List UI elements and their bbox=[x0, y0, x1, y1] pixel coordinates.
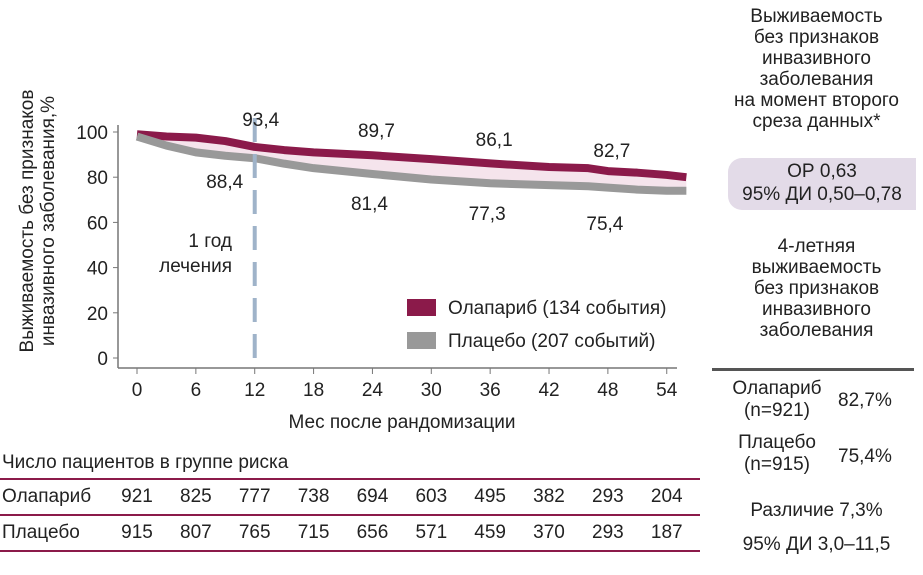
y-tick-label: 60 bbox=[87, 213, 108, 234]
risk-cell: 495 bbox=[474, 486, 506, 507]
four-year-line: без признаков bbox=[753, 278, 880, 299]
y-tick-label: 0 bbox=[97, 349, 108, 370]
summary-title-line: Выживаемость bbox=[750, 6, 883, 27]
risk-row-label: Плацебо bbox=[2, 522, 80, 543]
y-tick-label: 100 bbox=[76, 123, 108, 144]
difference: Различие 7,3% bbox=[750, 500, 883, 521]
x-tick-label: 6 bbox=[191, 380, 202, 401]
x-tick-label: 48 bbox=[597, 380, 618, 401]
placebo-value-label: 75,4 bbox=[586, 214, 623, 235]
placebo-4yr-value: 75,4% bbox=[838, 446, 892, 467]
olaparib-value-label: 93,4 bbox=[242, 110, 279, 131]
y-tick-label: 80 bbox=[87, 168, 108, 189]
olaparib-curve bbox=[136, 130, 687, 182]
risk-row-label: Олапариб bbox=[2, 486, 92, 507]
x-tick-label: 18 bbox=[303, 380, 324, 401]
y-tick-label: 20 bbox=[87, 304, 108, 325]
x-tick-label: 36 bbox=[480, 380, 501, 401]
risk-cell: 694 bbox=[356, 486, 389, 507]
legend-label-placebo: Плацебо (207 событий) bbox=[448, 331, 655, 352]
placebo-value-label: 77,3 bbox=[469, 204, 506, 225]
four-year-title: 4-летняя выживаемость без признаков инва… bbox=[710, 236, 923, 341]
risk-cell: 204 bbox=[650, 486, 683, 507]
x-tick-label: 30 bbox=[421, 380, 442, 401]
olaparib-n: (n=921) bbox=[743, 400, 811, 421]
y-axis-label: Выживаемость без признаков инвазивного з… bbox=[17, 89, 59, 353]
risk-cell: 656 bbox=[356, 522, 389, 543]
risk-cell: 777 bbox=[238, 486, 271, 507]
x-tick-label: 24 bbox=[362, 380, 384, 401]
one-year-label: лечения bbox=[159, 256, 232, 277]
summary-title-line: на момент второго bbox=[733, 90, 900, 111]
placebo-n: (n=915) bbox=[743, 454, 811, 475]
placebo-value-label: 81,4 bbox=[351, 194, 388, 215]
y-tick-label: 40 bbox=[87, 259, 108, 280]
legend-swatch-olaparib bbox=[407, 299, 436, 316]
risk-cell: 293 bbox=[592, 522, 624, 543]
summary-title-line: инвазивного bbox=[762, 48, 871, 69]
risk-cell: 459 bbox=[474, 522, 506, 543]
divider bbox=[712, 368, 914, 371]
hazard-ratio-box: ОР 0,63 95% ДИ 0,50–0,78 bbox=[728, 158, 916, 210]
placebo-value-label: 88,4 bbox=[206, 172, 243, 193]
four-year-line: выживаемость bbox=[751, 257, 882, 278]
risk-table-title: Число пациентов в группе риска bbox=[2, 452, 289, 473]
four-year-line: заболевания bbox=[759, 320, 874, 341]
olaparib-label: Олапариб bbox=[732, 378, 822, 399]
hazard-ratio: ОР 0,63 bbox=[787, 161, 857, 182]
olaparib-value-label: 82,7 bbox=[593, 141, 630, 162]
risk-cell: 571 bbox=[415, 522, 448, 543]
placebo-summary-label: Плацебо (n=915) bbox=[722, 432, 832, 476]
olaparib-summary-label: Олапариб (n=921) bbox=[722, 378, 832, 422]
legend-label-olaparib: Олапариб (134 события) bbox=[448, 298, 666, 319]
x-tick-label: 42 bbox=[538, 380, 559, 401]
summary-title: Выживаемость без признаков инвазивного з… bbox=[710, 6, 923, 132]
risk-cell: 382 bbox=[533, 486, 565, 507]
four-year-line: инвазивного bbox=[762, 299, 871, 320]
difference-band bbox=[137, 134, 687, 191]
risk-cell: 915 bbox=[121, 522, 153, 543]
risk-cell: 825 bbox=[180, 486, 212, 507]
risk-cell: 807 bbox=[180, 522, 212, 543]
legend-swatch-placebo bbox=[407, 332, 436, 349]
x-tick-label: 54 bbox=[656, 380, 678, 401]
risk-cell: 921 bbox=[121, 486, 153, 507]
summary-title-line: без признаков bbox=[753, 27, 880, 48]
risk-cell: 715 bbox=[297, 522, 330, 543]
risk-divider bbox=[0, 478, 700, 480]
summary-title-line: заболевания bbox=[759, 69, 874, 90]
x-tick-label: 12 bbox=[244, 380, 265, 401]
x-tick-label: 0 bbox=[132, 380, 143, 401]
risk-cell: 187 bbox=[650, 522, 683, 543]
risk-cell: 765 bbox=[238, 522, 271, 543]
placebo-label: Плацебо bbox=[738, 432, 816, 453]
risk-divider bbox=[0, 550, 700, 552]
olaparib-4yr-value: 82,7% bbox=[838, 390, 892, 411]
summary-title-line: среза данных* bbox=[752, 111, 881, 132]
difference-ci: 95% ДИ 3,0–11,5 bbox=[742, 534, 891, 555]
hazard-ratio-ci: 95% ДИ 0,50–0,78 bbox=[742, 184, 902, 205]
placebo-curve bbox=[135, 132, 687, 195]
olaparib-value-label: 86,1 bbox=[476, 130, 513, 151]
olaparib-value-label: 89,7 bbox=[358, 121, 395, 142]
risk-cell: 293 bbox=[592, 486, 624, 507]
four-year-line: 4-летняя bbox=[777, 236, 856, 257]
one-year-label: 1 год bbox=[188, 231, 232, 252]
x-axis-label: Мес после рандомизации bbox=[288, 412, 515, 433]
risk-cell: 370 bbox=[533, 522, 565, 543]
risk-divider bbox=[0, 514, 700, 516]
risk-cell: 738 bbox=[297, 486, 330, 507]
risk-cell: 603 bbox=[415, 486, 448, 507]
